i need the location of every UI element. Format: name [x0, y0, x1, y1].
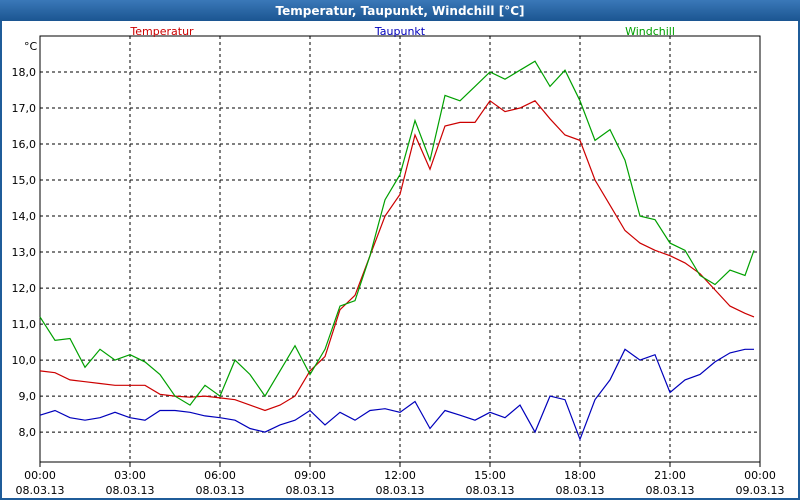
x-tick-date: 08.03.13: [106, 484, 155, 497]
plot-frame: [39, 35, 761, 463]
y-tick-label: 13,0: [12, 246, 37, 259]
x-tick-label: 12:00: [384, 469, 416, 482]
x-tick-label: 21:00: [654, 469, 686, 482]
legend-label: Taupunkt: [374, 25, 426, 38]
x-tick-label: 09:00: [294, 469, 326, 482]
x-tick-date: 08.03.13: [466, 484, 515, 497]
x-tick-date: 09.03.13: [736, 484, 785, 497]
y-tick-label: 15,0: [12, 174, 37, 187]
x-tick-label: 03:00: [114, 469, 146, 482]
y-tick-label: 12,0: [12, 282, 37, 295]
legend-label: Temperatur: [129, 25, 194, 38]
x-tick-date: 08.03.13: [646, 484, 695, 497]
x-tick-label: 00:00: [24, 469, 56, 482]
series-line: [39, 99, 755, 412]
x-tick-date: 08.03.13: [556, 484, 605, 497]
legend-label: Windchill: [625, 25, 675, 38]
y-tick-label: 8,0: [19, 426, 37, 439]
y-tick-label: 16,0: [12, 138, 37, 151]
y-tick-label: 14,0: [12, 210, 37, 223]
x-tick-label: 18:00: [564, 469, 596, 482]
x-tick-date: 08.03.13: [376, 484, 425, 497]
title-bar: [0, 0, 800, 21]
window-title: Temperatur, Taupunkt, Windchill [°C]: [276, 4, 525, 18]
x-tick-label: 06:00: [204, 469, 236, 482]
x-tick-label: 00:00: [744, 469, 776, 482]
series-line: [39, 60, 755, 406]
x-tick-date: 08.03.13: [286, 484, 335, 497]
y-tick-label: 18,0: [12, 66, 37, 79]
y-tick-label: 10,0: [12, 354, 37, 367]
y-tick-label: 9,0: [19, 390, 37, 403]
series-line: [39, 348, 754, 441]
y-tick-label: 11,0: [12, 318, 37, 331]
x-tick-date: 08.03.13: [196, 484, 245, 497]
y-unit: °C: [24, 40, 38, 53]
y-tick-label: 17,0: [12, 102, 37, 115]
x-tick-label: 15:00: [474, 469, 506, 482]
x-tick-date: 08.03.13: [16, 484, 65, 497]
